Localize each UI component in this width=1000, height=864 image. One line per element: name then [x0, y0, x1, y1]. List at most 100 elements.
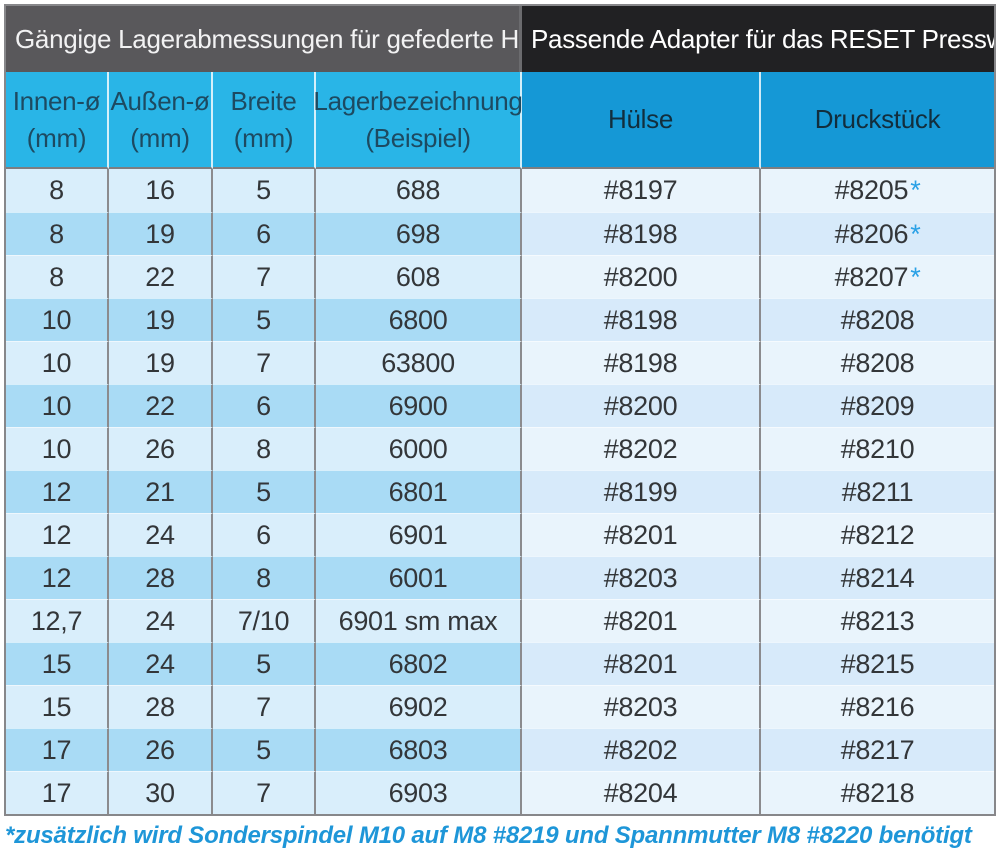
cell-breite: 5: [213, 298, 316, 341]
cell-druckstueck: #8212: [761, 513, 994, 556]
cell-huelse: #8203: [522, 556, 761, 599]
column-header-label: Innen-ø: [12, 85, 101, 116]
cell-breite: 8: [213, 556, 316, 599]
table-title-right: Passende Adapter für das RESET Presswerk…: [522, 6, 994, 72]
footnote-star-marker: *: [910, 218, 921, 249]
cell-druckstueck: #8210: [761, 427, 994, 470]
cell-breite: 7: [213, 685, 316, 728]
cell-breite: 8: [213, 427, 316, 470]
column-header-unit: (mm): [130, 122, 190, 153]
cell-huelse: #8204: [522, 771, 761, 814]
cell-druckstueck: #8216: [761, 685, 994, 728]
cell-innen: 10: [6, 384, 109, 427]
cell-innen: 12: [6, 470, 109, 513]
cell-breite: 5: [213, 169, 316, 212]
cell-innen: 17: [6, 771, 109, 814]
cell-innen: 12: [6, 556, 109, 599]
cell-innen: 15: [6, 642, 109, 685]
cell-druckstueck: #8208: [761, 298, 994, 341]
column-header-huelse: Hülse: [522, 72, 761, 169]
footnote-star-marker: *: [910, 261, 921, 292]
cell-aussen: 30: [109, 771, 213, 814]
cell-breite: 6: [213, 212, 316, 255]
column-header-unit: (mm): [233, 122, 294, 153]
cell-druckstueck: #8205 *: [761, 169, 994, 212]
column-header-label: Breite: [230, 85, 297, 116]
cell-lager: 608: [316, 255, 522, 298]
cell-huelse: #8202: [522, 427, 761, 470]
cell-druckstueck: #8217: [761, 728, 994, 771]
cell-lager: 698: [316, 212, 522, 255]
cell-innen: 8: [6, 169, 109, 212]
cell-lager: 6000: [316, 427, 522, 470]
column-header-label: Druckstück: [814, 104, 941, 134]
cell-druckstueck: #8209: [761, 384, 994, 427]
column-header-lagerbezeichnung: Lagerbezeichnung (Beispiel): [313, 72, 523, 169]
cell-lager: 6901 sm max: [316, 599, 522, 642]
cell-druckstueck: #8215: [761, 642, 994, 685]
table-title-left: Gängige Lagerabmessungen für gefederte H…: [6, 6, 522, 72]
column-header-druckstueck: Druckstück: [761, 72, 994, 169]
cell-huelse: #8198: [522, 212, 761, 255]
cell-lager: 6001: [316, 556, 522, 599]
cell-innen: 10: [6, 341, 109, 384]
cell-innen: 8: [6, 255, 109, 298]
column-header-aussen: Außen-ø (mm): [109, 72, 213, 169]
cell-aussen: 19: [109, 298, 213, 341]
cell-huelse: #8201: [522, 599, 761, 642]
cell-aussen: 24: [109, 599, 213, 642]
bearing-adapter-table: Gängige Lagerabmessungen für gefederte H…: [4, 4, 996, 816]
cell-aussen: 24: [109, 642, 213, 685]
cell-breite: 5: [213, 642, 316, 685]
cell-huelse: #8202: [522, 728, 761, 771]
cell-aussen: 19: [109, 212, 213, 255]
cell-lager: 6802: [316, 642, 522, 685]
cell-aussen: 28: [109, 556, 213, 599]
cell-lager: 6803: [316, 728, 522, 771]
cell-druckstueck: #8208: [761, 341, 994, 384]
cell-huelse: #8198: [522, 298, 761, 341]
cell-innen: 12: [6, 513, 109, 556]
cell-lager: 688: [316, 169, 522, 212]
cell-aussen: 22: [109, 384, 213, 427]
cell-innen: 17: [6, 728, 109, 771]
cell-innen: 10: [6, 298, 109, 341]
cell-druckstueck: #8214: [761, 556, 994, 599]
cell-breite: 7: [213, 341, 316, 384]
cell-lager: 6800: [316, 298, 522, 341]
column-header-breite: Breite (mm): [213, 72, 316, 169]
footnote: *zusätzlich wird Sonderspindel M10 auf M…: [5, 822, 972, 849]
cell-huelse: #8201: [522, 513, 761, 556]
footnote-star-marker: *: [910, 175, 921, 205]
cell-aussen: 26: [109, 728, 213, 771]
cell-lager: 6900: [316, 384, 522, 427]
column-header-unit: (mm): [26, 122, 87, 153]
cell-breite: 5: [213, 728, 316, 771]
cell-druckstueck: #8211: [761, 470, 994, 513]
cell-huelse: #8203: [522, 685, 761, 728]
cell-breite: 5: [213, 470, 316, 513]
cell-druckstueck: #8218: [761, 771, 994, 814]
cell-breite: 6: [213, 384, 316, 427]
column-header-label: Außen-ø: [110, 85, 210, 116]
cell-huelse: #8200: [522, 255, 761, 298]
cell-breite: 7/10: [213, 599, 316, 642]
cell-breite: 7: [213, 771, 316, 814]
cell-aussen: 21: [109, 470, 213, 513]
column-header-innen: Innen-ø (mm): [6, 72, 109, 169]
cell-aussen: 19: [109, 341, 213, 384]
cell-innen: 15: [6, 685, 109, 728]
cell-innen: 12,7: [6, 599, 109, 642]
cell-huelse: #8201: [522, 642, 761, 685]
cell-druckstueck: #8206 *: [761, 212, 994, 255]
cell-innen: 10: [6, 427, 109, 470]
cell-huelse: #8198: [522, 341, 761, 384]
cell-lager: 6901: [316, 513, 522, 556]
cell-aussen: 28: [109, 685, 213, 728]
cell-innen: 8: [6, 212, 109, 255]
cell-druckstueck: #8213: [761, 599, 994, 642]
cell-druckstueck: #8207 *: [761, 255, 994, 298]
cell-breite: 7: [213, 255, 316, 298]
column-header-label: Hülse: [608, 104, 673, 134]
